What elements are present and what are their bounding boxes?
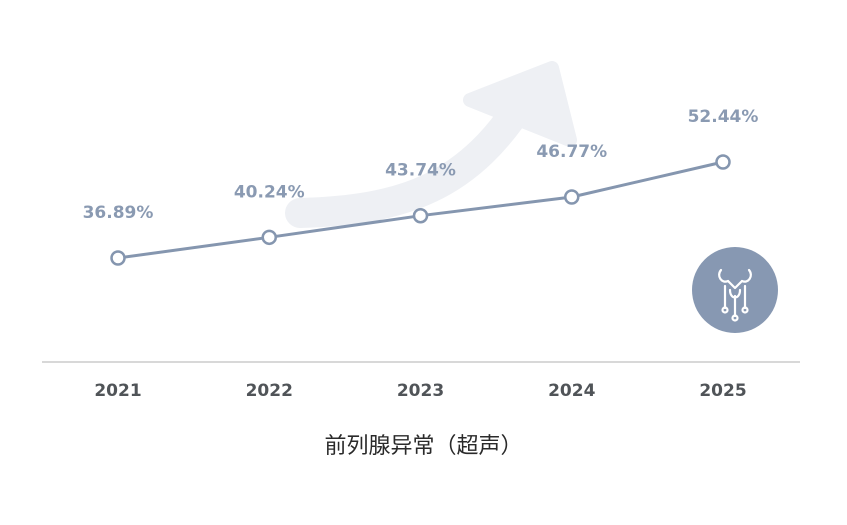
data-label-2024: 46.77% <box>536 142 607 162</box>
x-axis-title: 前列腺异常（超声） <box>324 434 523 459</box>
trend-arrow-shaft <box>285 77 543 228</box>
data-point-2024 <box>564 189 580 205</box>
x-tick-labels: 2021 2022 2023 2024 2025 <box>94 381 746 401</box>
x-tick-2022: 2022 <box>246 381 293 401</box>
badge-circle <box>692 247 778 333</box>
data-points <box>110 154 731 266</box>
data-label-2022: 40.24% <box>234 182 305 202</box>
prostate-organ-icon <box>718 268 752 322</box>
x-tick-2021: 2021 <box>94 381 141 401</box>
prostate-badge <box>692 247 778 333</box>
data-label-2025: 52.44% <box>688 107 759 127</box>
x-tick-2025: 2025 <box>699 381 746 401</box>
data-point-2021 <box>110 250 126 266</box>
data-label-2021: 36.89% <box>83 203 154 223</box>
x-tick-2024: 2024 <box>548 381 595 401</box>
data-point-2023 <box>412 207 429 224</box>
trend-arrow-decoration <box>285 61 577 228</box>
data-point-2022 <box>261 229 277 246</box>
x-tick-2023: 2023 <box>397 381 444 401</box>
trend-arrow-head <box>463 61 577 147</box>
data-point-2025 <box>715 154 731 170</box>
data-labels: 36.89% 40.24% 43.74% 46.77% 52.44% <box>83 107 759 223</box>
data-label-2023: 43.74% <box>385 161 456 181</box>
